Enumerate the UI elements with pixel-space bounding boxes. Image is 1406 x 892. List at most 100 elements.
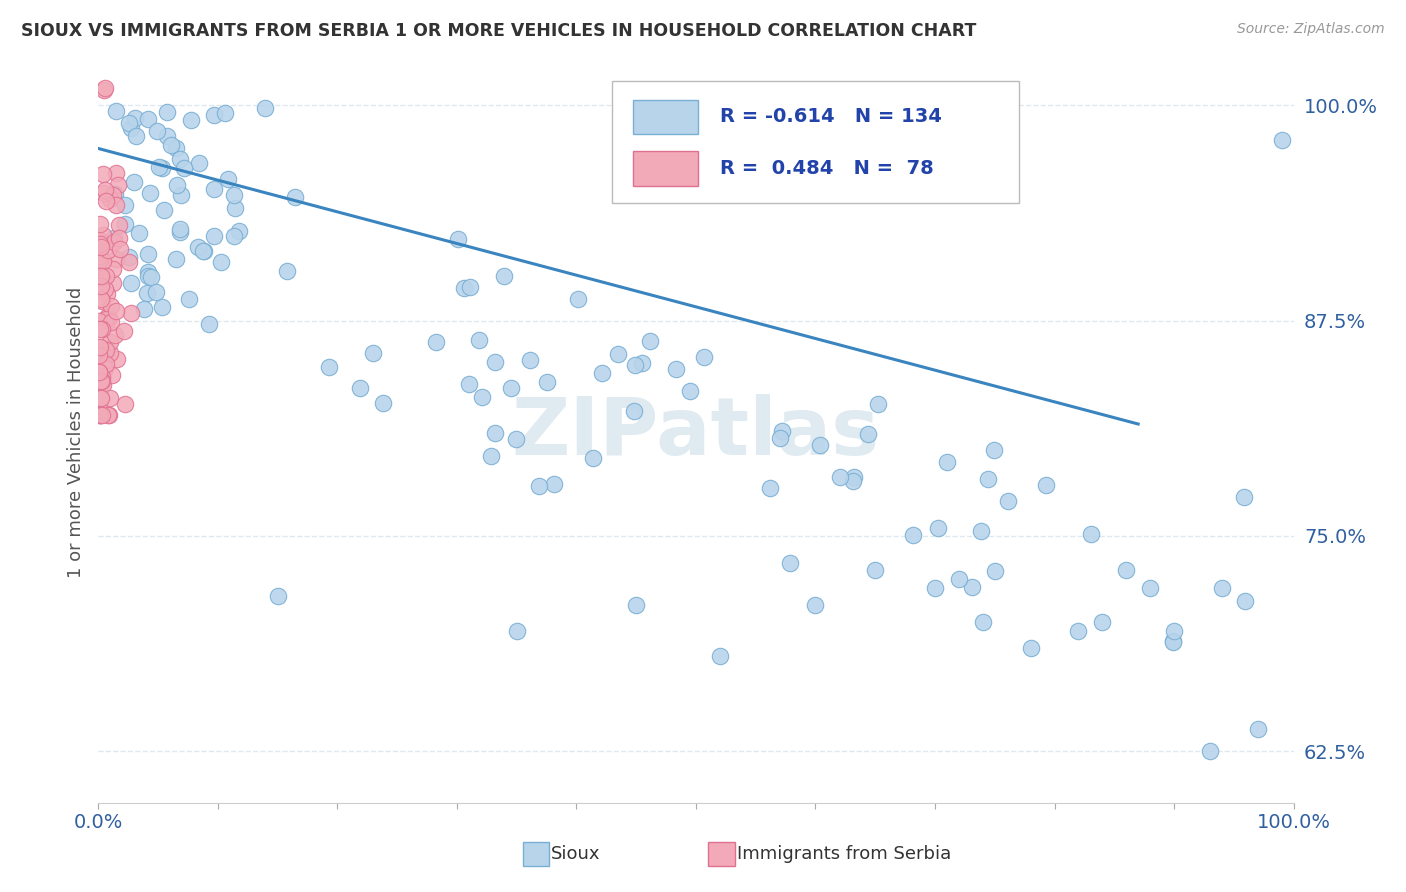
- Point: [165, 252, 187, 267]
- Point: [519, 353, 541, 368]
- Point: [97, 409, 120, 423]
- Point: [156, 129, 179, 144]
- Point: [87, 365, 110, 379]
- Point: [318, 359, 340, 374]
- Point: [91, 409, 114, 423]
- Point: [93, 186, 115, 200]
- Point: [363, 346, 385, 360]
- Point: [1161, 634, 1184, 648]
- Point: [104, 166, 127, 180]
- Point: [984, 565, 1007, 579]
- Point: [114, 198, 136, 212]
- Point: [98, 391, 121, 405]
- Point: [188, 156, 211, 170]
- Point: [543, 476, 565, 491]
- Point: [858, 427, 880, 442]
- Point: [997, 494, 1019, 508]
- Point: [120, 276, 142, 290]
- Point: [136, 247, 159, 261]
- Point: [103, 231, 125, 245]
- Point: [91, 253, 114, 268]
- Point: [582, 450, 605, 465]
- Point: [120, 120, 142, 135]
- Point: [91, 378, 114, 392]
- Point: [284, 190, 307, 204]
- Point: [107, 178, 129, 192]
- Point: [97, 243, 120, 257]
- Point: [865, 563, 887, 577]
- Point: [903, 527, 925, 541]
- Point: [267, 589, 290, 603]
- Bar: [523, 842, 550, 866]
- Point: [202, 182, 225, 196]
- Point: [105, 303, 128, 318]
- Point: [112, 324, 135, 338]
- Point: [100, 299, 122, 313]
- Point: [169, 222, 191, 236]
- Point: [170, 187, 193, 202]
- Point: [1233, 594, 1256, 608]
- Point: [91, 270, 114, 285]
- Point: [89, 249, 111, 263]
- Point: [217, 171, 239, 186]
- Point: [94, 357, 117, 371]
- Point: [193, 244, 215, 259]
- Point: [484, 425, 506, 440]
- Point: [104, 198, 127, 212]
- Point: [458, 376, 481, 391]
- Point: [187, 239, 209, 253]
- Point: [124, 111, 146, 125]
- Point: [505, 432, 527, 446]
- Point: [89, 314, 111, 328]
- Point: [624, 358, 647, 372]
- Point: [1211, 581, 1233, 595]
- Point: [983, 442, 1005, 457]
- Point: [150, 161, 173, 176]
- Point: [100, 315, 122, 329]
- Point: [94, 312, 117, 326]
- Text: R =  0.484   N =  78: R = 0.484 N = 78: [720, 160, 934, 178]
- Point: [105, 352, 128, 367]
- Point: [173, 161, 195, 175]
- Point: [276, 264, 298, 278]
- Point: [492, 268, 515, 283]
- Point: [169, 225, 191, 239]
- Point: [96, 194, 118, 208]
- Point: [977, 471, 1000, 485]
- Point: [89, 322, 111, 336]
- Point: [198, 317, 221, 331]
- Point: [224, 228, 246, 243]
- Point: [769, 431, 792, 445]
- Point: [91, 370, 114, 384]
- Point: [120, 306, 142, 320]
- Point: [94, 281, 117, 295]
- Point: [1139, 581, 1161, 595]
- Bar: [709, 842, 735, 866]
- Point: [1115, 563, 1137, 577]
- Point: [1035, 477, 1057, 491]
- Point: [842, 475, 865, 489]
- Point: [150, 300, 173, 314]
- Point: [104, 187, 127, 202]
- Point: [1163, 624, 1185, 638]
- Point: [91, 294, 114, 309]
- Point: [89, 233, 111, 247]
- Point: [94, 343, 117, 357]
- Point: [709, 649, 731, 664]
- Point: [105, 104, 128, 119]
- Point: [93, 361, 115, 376]
- Point: [453, 281, 475, 295]
- Point: [91, 168, 114, 182]
- Point: [224, 201, 246, 215]
- Point: [759, 481, 782, 495]
- Point: [93, 357, 115, 371]
- Point: [501, 381, 523, 395]
- Point: [527, 479, 550, 493]
- Point: [93, 183, 115, 197]
- Point: [122, 175, 145, 189]
- Point: [804, 598, 827, 612]
- Point: [506, 624, 529, 638]
- Point: [103, 188, 125, 202]
- Point: [679, 384, 702, 399]
- Point: [89, 409, 111, 423]
